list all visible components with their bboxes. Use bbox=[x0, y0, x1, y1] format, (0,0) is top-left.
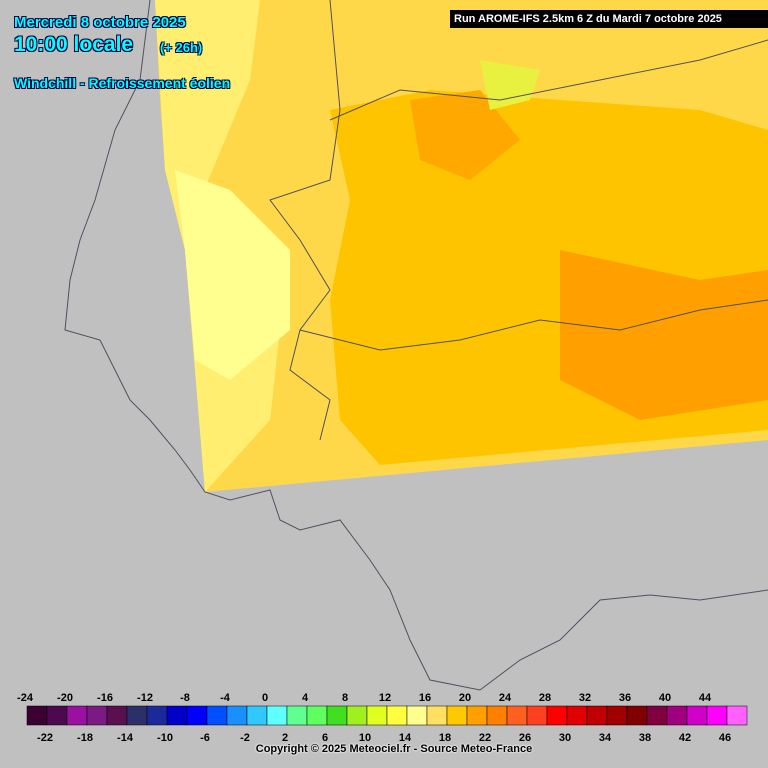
legend-label: 14 bbox=[399, 732, 412, 744]
legend-swatch bbox=[166, 705, 188, 726]
legend-swatch bbox=[706, 705, 728, 726]
legend-swatch bbox=[206, 705, 228, 726]
legend-label: 36 bbox=[619, 692, 631, 704]
legend-swatch bbox=[386, 705, 408, 726]
date: Mercredi 8 octobre 2025 bbox=[14, 14, 186, 31]
legend-swatch bbox=[266, 705, 288, 726]
legend-label: 10 bbox=[359, 732, 371, 744]
mild-zone bbox=[155, 0, 280, 492]
copyright: Copyright © 2025 Meteociel.fr - Source M… bbox=[255, 743, 533, 755]
legend-swatch bbox=[526, 705, 548, 726]
legend-swatch bbox=[326, 705, 348, 726]
run-info: Run AROME-IFS 2.5km 6 Z du Mardi 7 octob… bbox=[450, 10, 768, 28]
legend-swatch bbox=[286, 705, 308, 726]
legend-label: -2 bbox=[240, 732, 250, 744]
legend-swatch bbox=[666, 705, 688, 726]
legend-swatch bbox=[726, 705, 748, 726]
legend-label: 22 bbox=[479, 732, 491, 744]
legend-label: -14 bbox=[117, 732, 134, 744]
legend-label: -12 bbox=[137, 692, 153, 704]
legend-label: 16 bbox=[419, 692, 431, 704]
legend-label: 32 bbox=[579, 692, 591, 704]
legend-label: 42 bbox=[679, 732, 691, 744]
legend-label: 6 bbox=[322, 732, 328, 744]
legend-label: 28 bbox=[539, 692, 551, 704]
legend-label: -18 bbox=[77, 732, 93, 744]
legend-swatch bbox=[646, 705, 668, 726]
legend-label: 46 bbox=[719, 732, 731, 744]
coastlines bbox=[64, 0, 768, 691]
legend-label: -10 bbox=[157, 732, 173, 744]
legend-label: 30 bbox=[559, 732, 571, 744]
legend-label: 0 bbox=[262, 692, 268, 704]
legend-label: 18 bbox=[439, 732, 451, 744]
legend-label: -8 bbox=[180, 692, 190, 704]
legend-swatch bbox=[186, 705, 208, 726]
legend-swatch bbox=[46, 705, 68, 726]
legend-swatch bbox=[366, 705, 388, 726]
legend-swatch bbox=[306, 705, 328, 726]
legend-label: -24 bbox=[17, 692, 34, 704]
legend-label: 12 bbox=[379, 692, 391, 704]
legend-swatch bbox=[506, 705, 528, 726]
legend-swatch bbox=[126, 705, 148, 726]
legend-swatch bbox=[226, 705, 248, 726]
legend-label: -4 bbox=[220, 692, 231, 704]
mild-zone bbox=[175, 170, 290, 380]
legend-label: 34 bbox=[599, 732, 612, 744]
legend-swatch bbox=[26, 705, 48, 726]
legend-swatch bbox=[86, 705, 108, 726]
legend-swatch bbox=[146, 705, 168, 726]
legend-label: 8 bbox=[342, 692, 348, 704]
legend-swatch bbox=[446, 705, 468, 726]
legend-swatch bbox=[626, 705, 648, 726]
legend-swatch bbox=[606, 705, 628, 726]
warmer-zone bbox=[410, 90, 520, 180]
legend-swatch bbox=[246, 705, 268, 726]
legend-label: 40 bbox=[659, 692, 671, 704]
legend-label: 44 bbox=[699, 692, 712, 704]
legend-label: -16 bbox=[97, 692, 113, 704]
legend-swatch bbox=[66, 705, 88, 726]
legend-label: 26 bbox=[519, 732, 531, 744]
warmer-zone bbox=[560, 250, 768, 420]
legend-swatch bbox=[426, 705, 448, 726]
legend-swatch bbox=[406, 705, 428, 726]
legend-swatch bbox=[546, 705, 568, 726]
legend-label: -20 bbox=[57, 692, 73, 704]
legend-label: 24 bbox=[499, 692, 512, 704]
legend-swatch bbox=[486, 705, 508, 726]
legend-swatch bbox=[346, 705, 368, 726]
legend-label: -6 bbox=[200, 732, 210, 744]
legend-swatch bbox=[566, 705, 588, 726]
time: 10:00 locale bbox=[14, 33, 134, 56]
legend-swatch bbox=[686, 705, 708, 726]
parameter: Windchill - Refroissement éolien bbox=[14, 75, 231, 91]
lead-time: (+ 26h) bbox=[160, 40, 203, 55]
legend-label: -22 bbox=[37, 732, 53, 744]
legend-label: 2 bbox=[282, 732, 288, 744]
legend-label: 38 bbox=[639, 732, 651, 744]
legend-swatch bbox=[466, 705, 488, 726]
cool-zone bbox=[480, 60, 540, 110]
legend-swatch bbox=[586, 705, 608, 726]
legend-label: 4 bbox=[302, 692, 309, 704]
legend-label: 20 bbox=[459, 692, 471, 704]
legend-swatch bbox=[106, 705, 128, 726]
